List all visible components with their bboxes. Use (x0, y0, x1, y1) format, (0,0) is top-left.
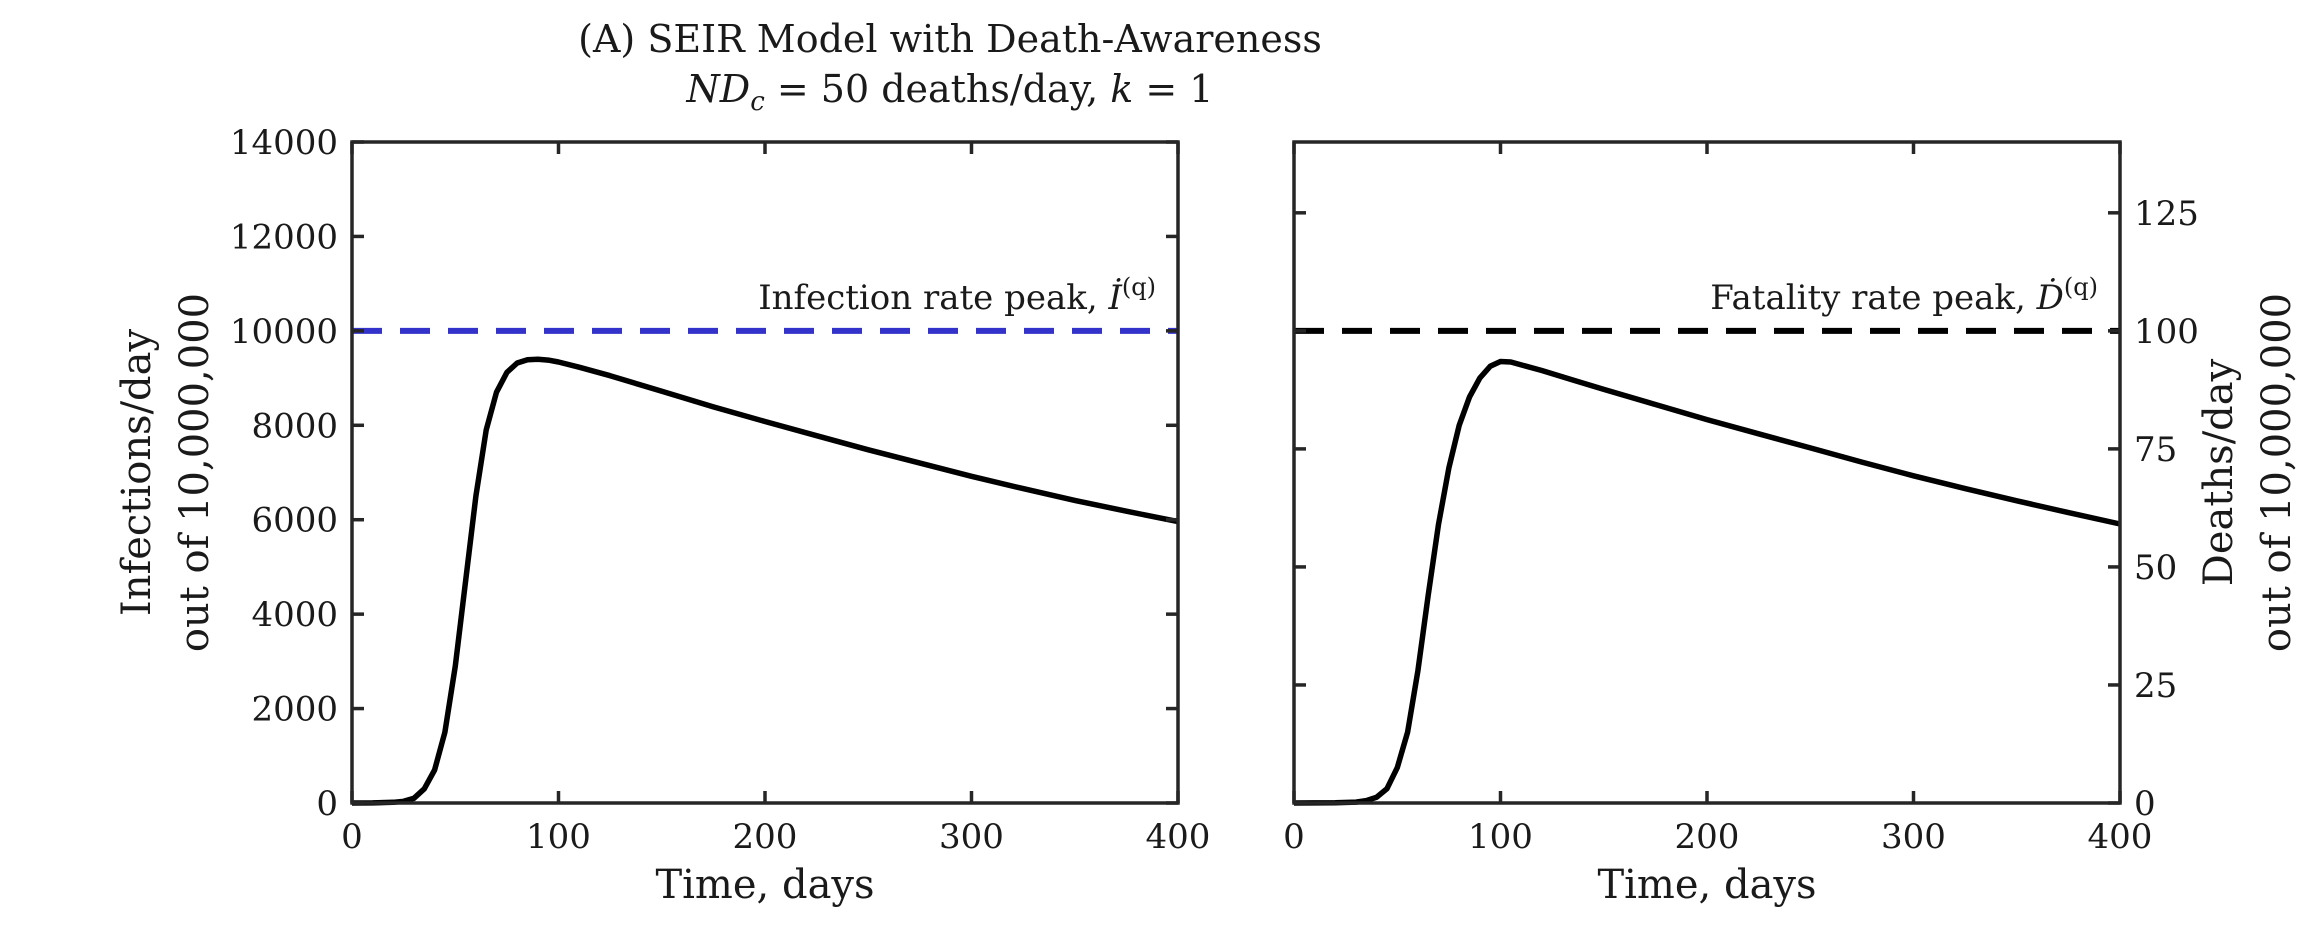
infections-ytick-label: 8000 (251, 406, 338, 446)
infections-peak-annotation: Infection rate peak, İ(q) (758, 273, 1156, 318)
title-end: = 1 (1133, 67, 1213, 111)
infections-panel: 0 100 200 300 400020004000600080001000012000… (114, 123, 1210, 908)
chart-title-line2: NDc = 50 deaths/day, k = 1 (685, 67, 1213, 117)
infections-y-axis-label: out of 10,000,000 (172, 293, 218, 652)
deaths-ytick-label: 0 (2134, 784, 2156, 824)
infections-ytick-label: 2000 (251, 690, 338, 730)
infections-ytick-label: 14000 (230, 123, 338, 163)
title-rest: = 50 deaths/day, (765, 67, 1111, 111)
deaths-ytick-label: 25 (2134, 666, 2177, 706)
title-k: k (1110, 67, 1133, 111)
deaths-xtick-label: 400 (2088, 817, 2153, 857)
infections-ytick-label: 0 (316, 784, 338, 824)
title-nd: ND (685, 67, 750, 111)
deaths-x-axis-label: Time, days (1597, 862, 1816, 908)
deaths-ytick-label: 75 (2134, 430, 2177, 470)
deaths-xtick-label: 300 (1881, 817, 1946, 857)
deaths-y-axis-label: out of 10,000,000 (2254, 293, 2300, 652)
infections-plot-frame (350, 140, 1180, 805)
infections-xtick-label: 0 (341, 817, 363, 857)
title-subscript: c (750, 87, 765, 117)
chart-title-line1: (A) SEIR Model with Death-Awareness (578, 17, 1322, 61)
deaths-ytick-label: 125 (2134, 194, 2199, 234)
deaths-plot-frame (1292, 140, 2122, 805)
deaths-xtick-label: 100 (1468, 817, 1533, 857)
deaths-ytick-label: 100 (2134, 312, 2199, 352)
deaths-peak-annotation: Fatality rate peak, Ḋ(q) (1710, 273, 2098, 318)
infections-xtick-label: 400 (1146, 817, 1211, 857)
deaths-ytick-label: 50 (2134, 548, 2177, 588)
infections-ytick-label: 12000 (230, 217, 338, 257)
infections-ytick-label: 10000 (230, 312, 338, 352)
deaths-xtick-label: 0 (1283, 817, 1305, 857)
infections-y-axis-label: Infections/day (114, 329, 160, 617)
infections-ytick-label: 4000 (251, 595, 338, 635)
infections-x-axis-label: Time, days (655, 862, 874, 908)
infections-curve (351, 356, 1179, 806)
deaths-xtick-label: 200 (1675, 817, 1740, 857)
infections-ytick-label: 6000 (251, 501, 338, 541)
deaths-curve (1293, 358, 2121, 806)
deaths-y-axis-label: Deaths/day (2196, 358, 2242, 586)
infections-xtick-label: 300 (939, 817, 1004, 857)
infections-xtick-label: 100 (526, 817, 591, 857)
infections-xtick-label: 200 (733, 817, 798, 857)
